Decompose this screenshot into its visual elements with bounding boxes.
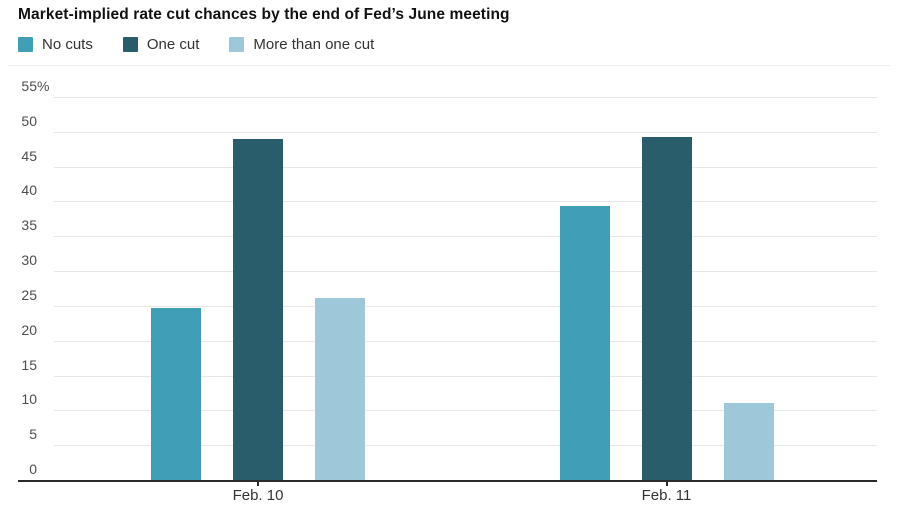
gridline — [54, 375, 877, 377]
legend-label-one-cut: One cut — [146, 36, 200, 53]
y-tick-label: 0 — [29, 461, 37, 477]
y-tick-label: 55% — [21, 78, 50, 94]
gridline — [54, 271, 877, 273]
x-axis-baseline — [18, 479, 877, 482]
x-tick-label: Feb. 11 — [641, 487, 692, 504]
gridline — [54, 201, 877, 203]
gridline — [54, 236, 877, 238]
y-tick-label: 15 — [21, 356, 37, 373]
x-axis-tick — [665, 480, 668, 486]
gridline — [54, 410, 877, 412]
legend-label-no-cuts: No cuts — [42, 36, 93, 53]
x-tick-label: Feb. 10 — [232, 487, 284, 504]
gridline — [54, 166, 877, 168]
y-tick-label: 45 — [21, 147, 37, 164]
y-tick-label: 50 — [21, 112, 37, 129]
gridline — [54, 445, 877, 447]
y-tick-label: 30 — [21, 252, 37, 269]
gridline — [54, 97, 877, 98]
bar-no-cuts — [151, 307, 201, 480]
bar-one-cut — [233, 138, 283, 480]
y-tick-label: 10 — [21, 391, 37, 408]
legend-swatch-no-cuts — [18, 37, 33, 52]
bar-more-than-one-cut — [723, 403, 774, 480]
legend-swatch-more-than-one-cut — [229, 37, 245, 52]
gridline — [54, 340, 877, 342]
legend-divider-rule — [8, 65, 890, 66]
bar-no-cuts — [559, 205, 610, 480]
legend-swatch-one-cut — [122, 37, 138, 52]
y-tick-label: 5 — [29, 426, 37, 443]
y-tick-label: 25 — [21, 286, 37, 303]
gridline — [54, 305, 877, 307]
x-axis-tick — [257, 480, 259, 486]
chart-title: Market-implied rate cut chances by the e… — [18, 6, 510, 23]
bar-more-than-one-cut — [315, 298, 365, 480]
legend: No cuts One cut More than one cut — [18, 36, 374, 53]
legend-item-one-cut: One cut — [122, 36, 200, 53]
y-tick-label: 20 — [21, 321, 37, 338]
bar-one-cut — [641, 136, 692, 480]
legend-label-more-than-one-cut: More than one cut — [253, 36, 375, 53]
y-tick-label: 35 — [21, 217, 37, 234]
gridline — [54, 131, 877, 133]
y-tick-label: 40 — [21, 182, 37, 199]
legend-item-more-than-one-cut: More than one cut — [229, 36, 374, 53]
legend-item-no-cuts: No cuts — [18, 36, 93, 53]
